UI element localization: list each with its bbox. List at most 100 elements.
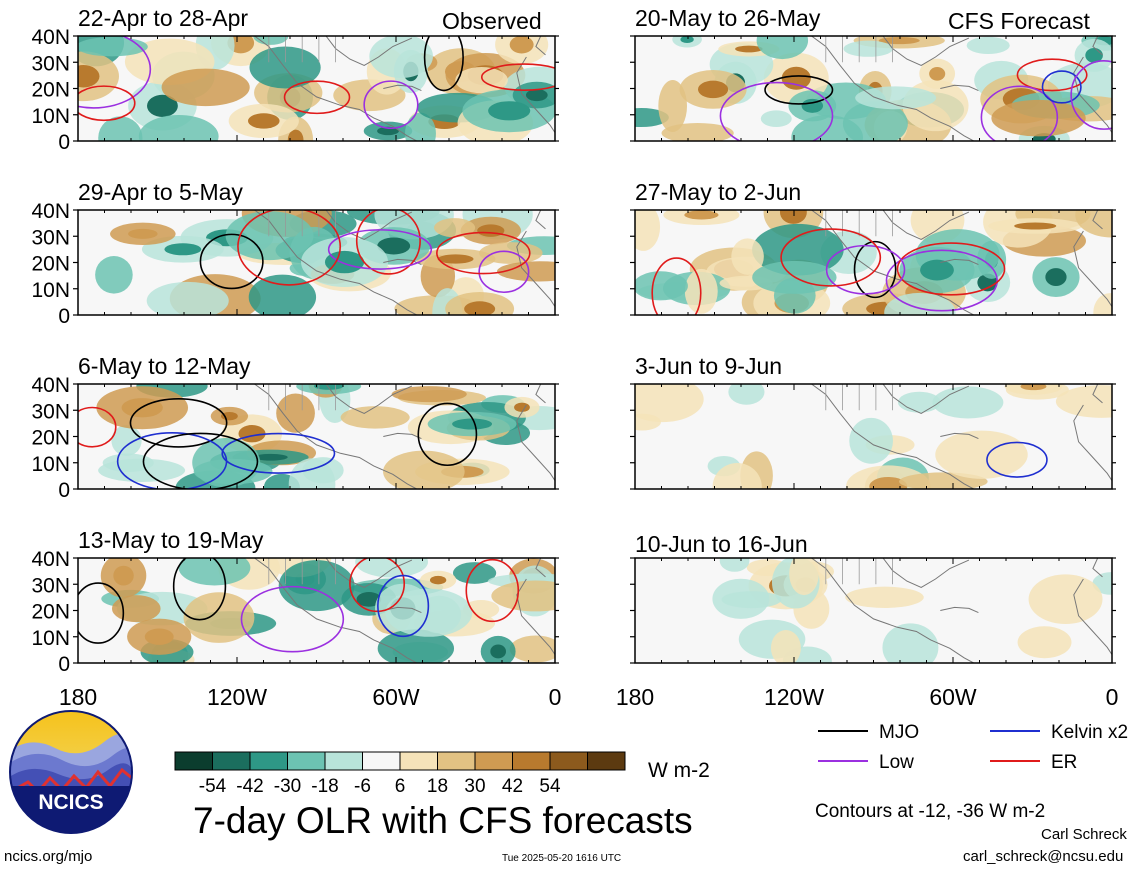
- coastline: [383, 84, 422, 92]
- colorbar-box: [212, 751, 251, 771]
- lat-tick-label: 20N: [31, 253, 70, 276]
- dry-anomaly: [770, 629, 801, 663]
- dry-anomaly: [161, 68, 250, 107]
- mjo-contour: [199, 233, 264, 290]
- panel-title-fcst-4: 10-Jun to 16-Jun: [635, 531, 808, 557]
- wet-anomaly: [288, 458, 336, 489]
- lat-tick-label: 40N: [31, 200, 70, 223]
- dry-core: [779, 210, 807, 224]
- legend-item-mjo: MJO: [818, 722, 919, 743]
- dry-core: [144, 628, 174, 645]
- legend-item-er: ER: [990, 752, 1077, 773]
- low-contour: [1070, 60, 1112, 130]
- legend-label: MJO: [879, 722, 919, 743]
- dry-anomaly: [635, 413, 661, 431]
- dry-core: [287, 129, 304, 141]
- lat-tick-label: 0: [58, 653, 70, 676]
- dry-anomaly: [1017, 626, 1072, 659]
- wet-core: [488, 101, 531, 121]
- coastline: [383, 432, 422, 440]
- er-contour: [78, 85, 136, 122]
- observed-panel-2: [77, 209, 556, 316]
- units-label: W m-2: [648, 759, 710, 782]
- er-contour: [349, 558, 406, 613]
- wet-anomaly: [966, 36, 1010, 54]
- er-contour: [480, 63, 555, 91]
- dry-core: [429, 575, 447, 585]
- lat-tick-label: 10N: [31, 279, 70, 302]
- wet-anomaly: [377, 629, 455, 663]
- dry-core: [697, 80, 729, 99]
- wet-anomaly: [635, 271, 688, 301]
- wet-core: [164, 243, 202, 256]
- dry-anomaly: [991, 99, 1086, 137]
- lat-tick-label: 40N: [31, 26, 70, 49]
- wet-anomaly: [146, 281, 229, 315]
- low-contour: [885, 249, 998, 312]
- coastlines: [811, 384, 1112, 489]
- wet-anomaly: [138, 115, 219, 141]
- wet-anomaly: [98, 458, 186, 483]
- dry-anomaly: [658, 80, 688, 132]
- legend-layer: MJO Kelvin x2 Low ER: [818, 722, 1128, 773]
- panel-title-obs-2: 29-Apr to 5-May: [78, 179, 243, 205]
- wet-anomaly: [719, 558, 750, 572]
- coastline: [254, 210, 417, 315]
- low-contour: [980, 85, 1059, 141]
- legend-label: Kelvin x2: [1051, 722, 1128, 743]
- panel-title-obs-3: 6-May to 12-May: [78, 353, 251, 379]
- dry-core: [128, 228, 158, 239]
- colorbar-box: [249, 751, 288, 771]
- low-contour: [363, 80, 419, 130]
- er-contour: [896, 242, 1006, 296]
- er-contour: [436, 231, 531, 275]
- er-contour: [78, 406, 117, 448]
- lon-tick-label: 60W: [929, 684, 977, 710]
- wet-anomaly: [884, 292, 956, 315]
- dry-anomaly: [845, 586, 924, 608]
- coastline: [811, 558, 974, 663]
- wave-contours: [78, 398, 478, 489]
- wet-core: [452, 418, 493, 430]
- coastline: [1092, 558, 1103, 578]
- coastlines: [254, 384, 555, 489]
- colorbar-box: [399, 751, 438, 771]
- lat-tick-label: 20N: [31, 427, 70, 450]
- wet-anomaly: [278, 560, 355, 612]
- lat-tick-label: 30N: [31, 226, 70, 249]
- wave-contours: [78, 36, 555, 130]
- lat-tick-label: 40N: [31, 374, 70, 397]
- author-email: carl_schreck@ncsu.edu: [963, 848, 1124, 865]
- colorbar-box: [474, 751, 513, 771]
- coastlines: [811, 210, 1112, 315]
- dry-core: [878, 37, 920, 45]
- dry-anomaly: [276, 393, 315, 433]
- panel-title-obs-1: 22-Apr to 28-Apr: [78, 5, 249, 31]
- low-contour: [327, 229, 433, 270]
- wet-anomaly: [752, 223, 844, 276]
- coastlines: [254, 36, 555, 141]
- dry-anomaly: [497, 261, 555, 282]
- wet-anomaly: [849, 417, 893, 464]
- ncics-logo: NCICS: [9, 710, 133, 834]
- timestamp: Tue 2025-05-20 1616 UTC: [502, 853, 622, 864]
- wet-anomaly: [760, 110, 792, 128]
- lon-tick-label: 120W: [764, 684, 824, 710]
- wet-core: [253, 453, 288, 461]
- coastline: [940, 606, 979, 614]
- coastline: [535, 558, 546, 578]
- dry-core: [929, 66, 946, 81]
- colorbar-label: -6: [354, 776, 371, 797]
- colorbar-label: -54: [199, 776, 227, 797]
- lat-tick-label: 30N: [31, 52, 70, 75]
- wet-core: [920, 259, 954, 281]
- lat-tick-label: 10N: [31, 105, 70, 128]
- wet-anomaly: [855, 86, 937, 110]
- wet-core: [377, 237, 411, 255]
- panel-title-fcst-1: 20-May to 26-May: [635, 5, 821, 31]
- observed-panel-4: [77, 557, 556, 664]
- dry-core: [477, 224, 505, 237]
- dry-anomaly: [434, 218, 476, 238]
- colorbar-box: [437, 751, 476, 771]
- wet-anomaly: [791, 115, 864, 141]
